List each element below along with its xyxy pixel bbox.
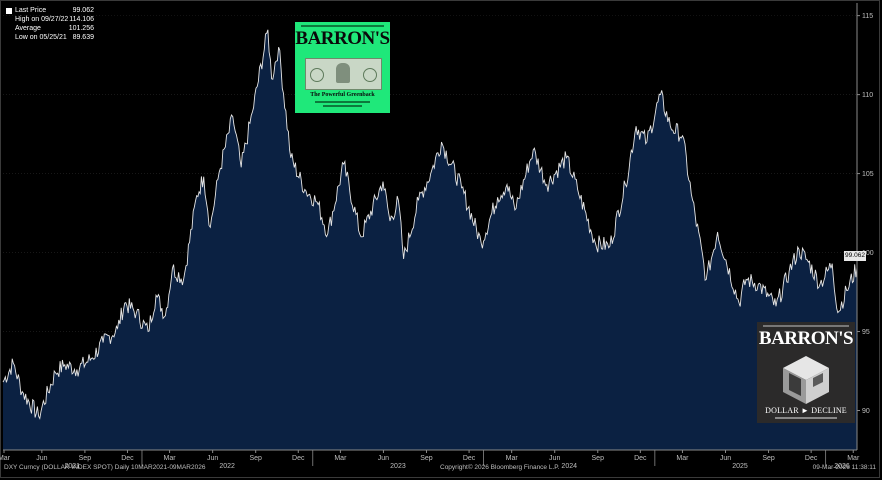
legend-value: 101.256 [68,25,94,32]
year-label: 2023 [390,463,406,470]
year-label: 2022 [219,463,235,470]
footer-timestamp: 09-Mar-2026 11:38:11 [812,464,876,471]
year-label: 2021 [64,463,80,470]
x-tick-label: Mar [847,455,860,462]
y-tick-label: 100 [862,250,874,257]
price-area [3,29,857,451]
barrons-cover-dollar-decline: BARRON'S DOLLAR ► DECLINE [757,322,855,423]
cover-subtext-line [323,105,362,107]
last-price-tag: 99.062 [844,251,866,261]
x-tick-label: Mar [506,455,519,462]
cover-top-strip [301,25,384,27]
legend: Last Price 99.062 High on 09/27/22 114.106 A… [6,6,94,42]
cover-subtext-line [315,101,370,103]
x-tick-label: Jun [36,455,47,462]
x-tick-label: Jun [207,455,218,462]
x-tick-label: Sep [762,455,775,462]
cover-masthead: BARRON'S [295,28,390,49]
cover-top-strip [763,325,849,327]
legend-label: Average [15,25,41,32]
legend-swatch [6,34,12,41]
legend-label: Low on 05/25/21 [15,34,67,41]
dollar-bill-illustration [305,58,382,90]
bill-portrait [336,63,350,83]
y-tick-label: 95 [862,329,870,336]
cover-headline: DOLLAR ► DECLINE [765,406,847,415]
cover-headline: The Powerful Greenback [310,92,375,98]
x-tick-label: Mar [0,455,11,462]
legend-label: Last Price [15,7,47,14]
x-tick-label: Sep [420,455,433,462]
bill-seal-right [363,68,377,82]
barrons-cover-powerful-greenback: BARRON'S The Powerful Greenback [295,22,390,113]
y-axis: 90 95 100 105 110 115 [856,3,874,450]
legend-value: 114.106 [69,16,94,23]
legend-value: 89.639 [72,34,94,41]
legend-swatch [6,16,12,23]
x-tick-label: Dec [463,455,476,462]
bill-seal-left [310,68,324,82]
x-tick-label: Dec [634,455,647,462]
x-tick-label: Mar [334,455,347,462]
footer: DXY Curncy (DOLLAR INDEX SPOT) Daily 10M… [0,464,880,476]
y-tick-label: 90 [862,408,870,415]
legend-item: Low on 05/25/21 89.639 [6,33,94,42]
cover-masthead: BARRON'S [758,328,854,349]
x-tick-label: Jun [720,455,731,462]
x-tick-label: Dec [292,455,305,462]
year-label: 2025 [732,463,748,470]
cover-subtext-line [775,417,837,419]
x-tick-label: Dec [805,455,818,462]
x-tick-label: Sep [249,455,262,462]
price-line [2,29,858,420]
crumbling-cube-illustration [783,356,829,404]
x-tick-label: Sep [592,455,605,462]
x-tick-label: Jun [549,455,560,462]
legend-item: Average 101.256 [6,24,94,33]
legend-swatch [6,7,12,14]
footer-copyright: Copyright© 2026 Bloomberg Finance L.P. [440,464,560,471]
y-tick-label: 105 [862,171,874,178]
x-tick-label: Jun [378,455,389,462]
y-tick-label: 110 [862,92,873,99]
footer-ticker-description: DXY Curncy (DOLLAR INDEX SPOT) Daily 10M… [4,464,206,471]
x-tick-label: Mar [676,455,689,462]
legend-value: 99.062 [72,7,94,14]
legend-label: High on 09/27/22 [15,16,69,23]
x-axis: Mar Jun Sep Dec Mar Jun Sep Dec Mar Jun Sep Dec Mar J… [0,449,860,470]
y-tick-label: 115 [862,13,873,20]
year-label: 2026 [834,463,850,470]
x-tick-label: Dec [121,455,134,462]
year-label: 2024 [561,463,577,470]
x-tick-label: Sep [79,455,92,462]
legend-item: Last Price 99.062 [6,6,94,15]
legend-item: High on 09/27/22 114.106 [6,15,94,24]
legend-swatch [6,25,12,32]
x-tick-label: Mar [164,455,177,462]
